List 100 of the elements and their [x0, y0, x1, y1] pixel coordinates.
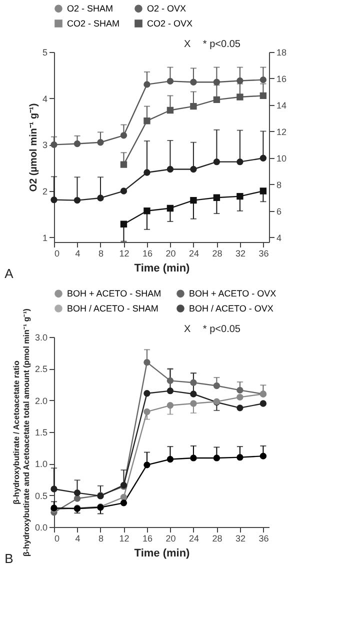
x-tick-label: 28: [212, 534, 222, 544]
x-tick-label: 12: [119, 534, 130, 544]
text: X: [184, 324, 191, 335]
y-axis-title: O2 (µmol min⁻¹ g⁻¹): [28, 103, 40, 192]
point: [50, 486, 58, 492]
point: [190, 390, 197, 398]
point: [190, 400, 197, 407]
point: [74, 140, 81, 148]
point: [120, 220, 128, 228]
legend-label: CO2 - OVX: [147, 18, 193, 28]
x-tick-label: 20: [166, 534, 176, 544]
point: [260, 154, 267, 162]
point: [74, 489, 81, 496]
text: X: [184, 39, 191, 50]
y-tick-label: 3: [42, 140, 48, 150]
point: [144, 359, 150, 366]
x-tick-label: 0: [54, 534, 60, 544]
point: [144, 390, 150, 397]
y2-tick-label: 10: [276, 153, 287, 164]
legend-label: BOH / ACETO - OVX: [189, 304, 274, 314]
point: [260, 188, 267, 194]
x-axis-title: Time (min): [134, 548, 190, 560]
y-tick-label: 3.0: [34, 332, 48, 342]
point: [50, 196, 58, 204]
point: [190, 102, 197, 110]
x-tick-label: 24: [188, 248, 199, 258]
point: [236, 94, 244, 100]
x-tick-label: 20: [166, 248, 176, 258]
text: * p<0.05: [202, 324, 241, 335]
point: [236, 394, 244, 400]
point: [144, 118, 150, 124]
x-axis-title: Time (min): [134, 262, 190, 274]
x-tick-label: 24: [188, 534, 199, 544]
point: [236, 158, 244, 166]
x-tick-label: 28: [212, 248, 222, 258]
text: * p<0.05: [202, 39, 241, 50]
point: [213, 78, 220, 86]
point: [236, 192, 244, 200]
x-tick-label: 0: [54, 248, 60, 258]
point: [236, 454, 244, 461]
legend-label: BOH + ACETO - OVX: [189, 288, 276, 299]
point: [260, 400, 267, 407]
point: [97, 139, 104, 146]
point: [213, 158, 220, 166]
point: [144, 169, 150, 176]
x-tick-label: 36: [258, 534, 269, 544]
point: [166, 204, 174, 212]
y-axis-title: β-hydroxybutirate / Acetoacetate ratio β-hydroxybutirate and Acetoacetate total amount (pmol min⁻¹ g⁻¹): [12, 308, 31, 556]
x-tick-label: 4: [75, 534, 80, 544]
point: [236, 386, 244, 394]
point: [144, 208, 150, 214]
text: B: [4, 551, 14, 566]
point: [190, 379, 197, 386]
legend-label: BOH + ACETO - SHAM: [67, 288, 162, 299]
point: [190, 78, 197, 86]
point: [213, 454, 220, 462]
y-tick-label: 2.0: [34, 396, 48, 406]
point: [166, 377, 174, 384]
x-tick-label: 16: [142, 534, 152, 544]
point: [120, 188, 128, 194]
y-tick-label: 1.5: [34, 428, 48, 438]
point: [144, 462, 150, 468]
legend-label: O2 - OVX: [147, 4, 186, 14]
y2-tick-label: 16: [276, 74, 287, 84]
y-tick-label: 2: [42, 186, 48, 197]
point: [166, 402, 174, 409]
point: [97, 194, 104, 202]
point: [213, 382, 220, 390]
point: [260, 92, 267, 100]
point: [120, 494, 128, 501]
y-tick-label: 5: [42, 48, 48, 58]
legend-label: O2 - SHAM: [67, 4, 114, 14]
point: [120, 161, 128, 168]
point: [144, 81, 150, 88]
x-tick-label: 12: [119, 248, 130, 258]
point: [120, 500, 128, 506]
legend-label: CO2 - SHAM: [67, 18, 120, 28]
y2-tick-label: 8: [276, 180, 282, 190]
point: [213, 96, 220, 104]
legend-label: BOH / ACETO - SHAM: [67, 304, 158, 314]
x-tick-label: 16: [142, 248, 152, 258]
point: [166, 388, 174, 394]
point: [50, 141, 58, 148]
point: [166, 456, 174, 463]
point: [190, 166, 197, 173]
x-tick-label: 32: [235, 534, 246, 544]
y-tick-label: 0.0: [34, 522, 48, 532]
point: [190, 454, 197, 462]
y2-tick-label: 18: [276, 48, 287, 58]
y-tick-label: 1: [42, 232, 48, 243]
x-tick-label: 32: [235, 248, 246, 258]
point: [190, 196, 197, 204]
y2-tick-label: 12: [276, 126, 287, 137]
point: [260, 452, 267, 460]
y-tick-label: 4: [42, 94, 48, 104]
point: [260, 76, 267, 84]
point: [166, 166, 174, 173]
y-tick-label: 0.5: [34, 490, 48, 501]
x-tick-label: 36: [258, 248, 269, 258]
point: [236, 404, 244, 412]
